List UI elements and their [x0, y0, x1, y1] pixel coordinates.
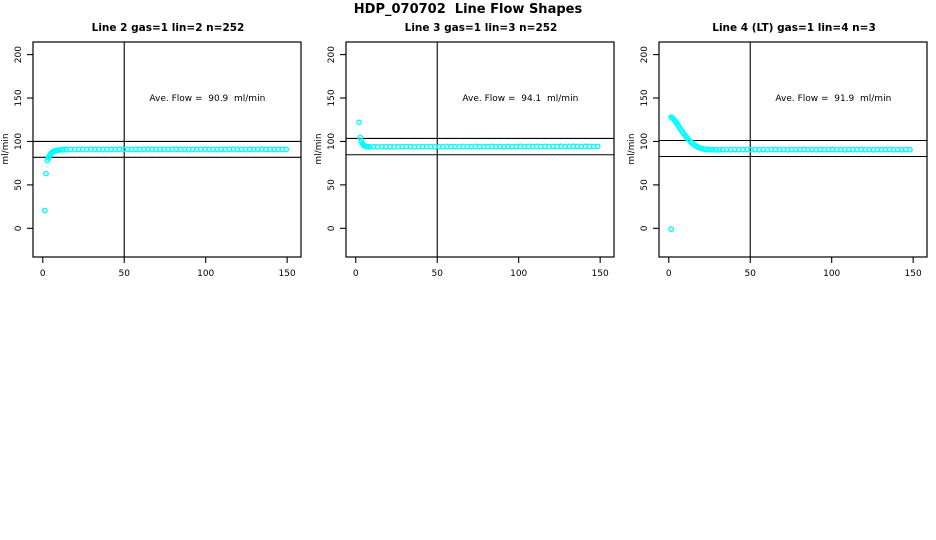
x-tick-label: 50 — [745, 269, 757, 279]
flow-points-series — [356, 119, 601, 150]
ave-flow-annotation: Ave. Flow = 94.1 ml/min — [462, 94, 578, 104]
plot-box — [658, 41, 928, 258]
flow-points-series — [41, 146, 290, 214]
panel-title-line-4: Line 4 (LT) gas=1 lin=4 n=3 — [712, 22, 876, 34]
y-tick-label: 50 — [14, 179, 24, 191]
flow-point — [709, 146, 716, 153]
flow-point — [356, 119, 362, 126]
panel-title-line-2: Line 2 gas=1 lin=2 n=252 — [91, 22, 245, 34]
x-tick-label: 0 — [666, 269, 672, 279]
flow-point — [716, 146, 723, 153]
x-tick-label: 100 — [823, 269, 840, 279]
flow-point — [41, 207, 48, 214]
ave-flow-annotation: Ave. Flow = 91.9 ml/min — [775, 94, 891, 104]
flow-point — [283, 146, 290, 153]
plot-box — [345, 41, 615, 258]
y-tick-label: 100 — [327, 133, 337, 150]
x-tick-label: 150 — [279, 269, 296, 279]
reference-lines — [346, 42, 614, 257]
flow-point — [594, 143, 601, 150]
flow-point — [61, 146, 67, 153]
flow-point — [906, 146, 913, 153]
y-tick-label: 50 — [327, 179, 337, 191]
x-tick-label: 50 — [432, 269, 444, 279]
flow-point — [43, 170, 49, 177]
x-tick-label: 100 — [197, 269, 214, 279]
y-tick-label: 0 — [640, 225, 650, 231]
y-tick-label: 50 — [640, 179, 650, 191]
x-tick-label: 100 — [510, 269, 527, 279]
y-tick-label: 150 — [640, 89, 650, 106]
ave-flow-annotation: Ave. Flow = 90.9 ml/min — [149, 94, 265, 104]
reference-lines — [33, 42, 301, 257]
flow-point — [713, 146, 719, 153]
axes: 0 50 100 150 0 50 100 150 200 — [327, 46, 609, 279]
x-tick-label: 150 — [592, 269, 609, 279]
reference-lines — [659, 42, 927, 257]
x-tick-label: 0 — [353, 269, 359, 279]
panel-line-4: Line 4 (LT) gas=1 lin=4 n=3 ml/min 0 50 10… — [626, 18, 936, 284]
plot-area-line-2: 0 50 100 150 0 50 100 150 200 Ave. Flow = 90.9 ml… — [14, 41, 302, 279]
y-tick-label: 100 — [14, 133, 24, 150]
panel-title-line-3: Line 3 gas=1 lin=3 n=252 — [404, 22, 558, 34]
y-tick-label: 200 — [14, 46, 24, 63]
axes: 0 50 100 150 0 50 100 150 200 — [14, 46, 296, 279]
x-tick-label: 150 — [905, 269, 922, 279]
y-tick-label: 150 — [327, 89, 337, 106]
y-tick-label: 0 — [14, 225, 24, 231]
y-tick-label: 200 — [640, 46, 650, 63]
plot-area-line-3: 0 50 100 150 0 50 100 150 200 Ave. Flow = 94.1 ml… — [327, 41, 615, 279]
y-tick-label: 200 — [327, 46, 337, 63]
y-tick-label: 0 — [327, 225, 337, 231]
plot-box — [32, 41, 302, 258]
panel-line-2: Line 2 gas=1 lin=2 n=252 ml/min 0 50 100 15… — [0, 18, 312, 284]
axes: 0 50 100 150 0 50 100 150 200 — [640, 46, 922, 279]
flow-point — [707, 146, 714, 153]
x-tick-label: 50 — [119, 269, 131, 279]
flow-point — [668, 226, 675, 233]
y-tick-label: 100 — [640, 133, 650, 150]
panel-line-3: Line 3 gas=1 lin=3 n=252 ml/min 0 50 100 15… — [313, 18, 625, 284]
y-tick-label: 150 — [14, 89, 24, 106]
x-tick-label: 0 — [40, 269, 46, 279]
plot-area-line-4: 0 50 100 150 0 50 100 150 200 Ave. Flow = 91.9 ml… — [640, 41, 928, 279]
flow-points-series — [668, 114, 913, 233]
main-title: HDP_070702 Line Flow Shapes — [353, 2, 583, 17]
